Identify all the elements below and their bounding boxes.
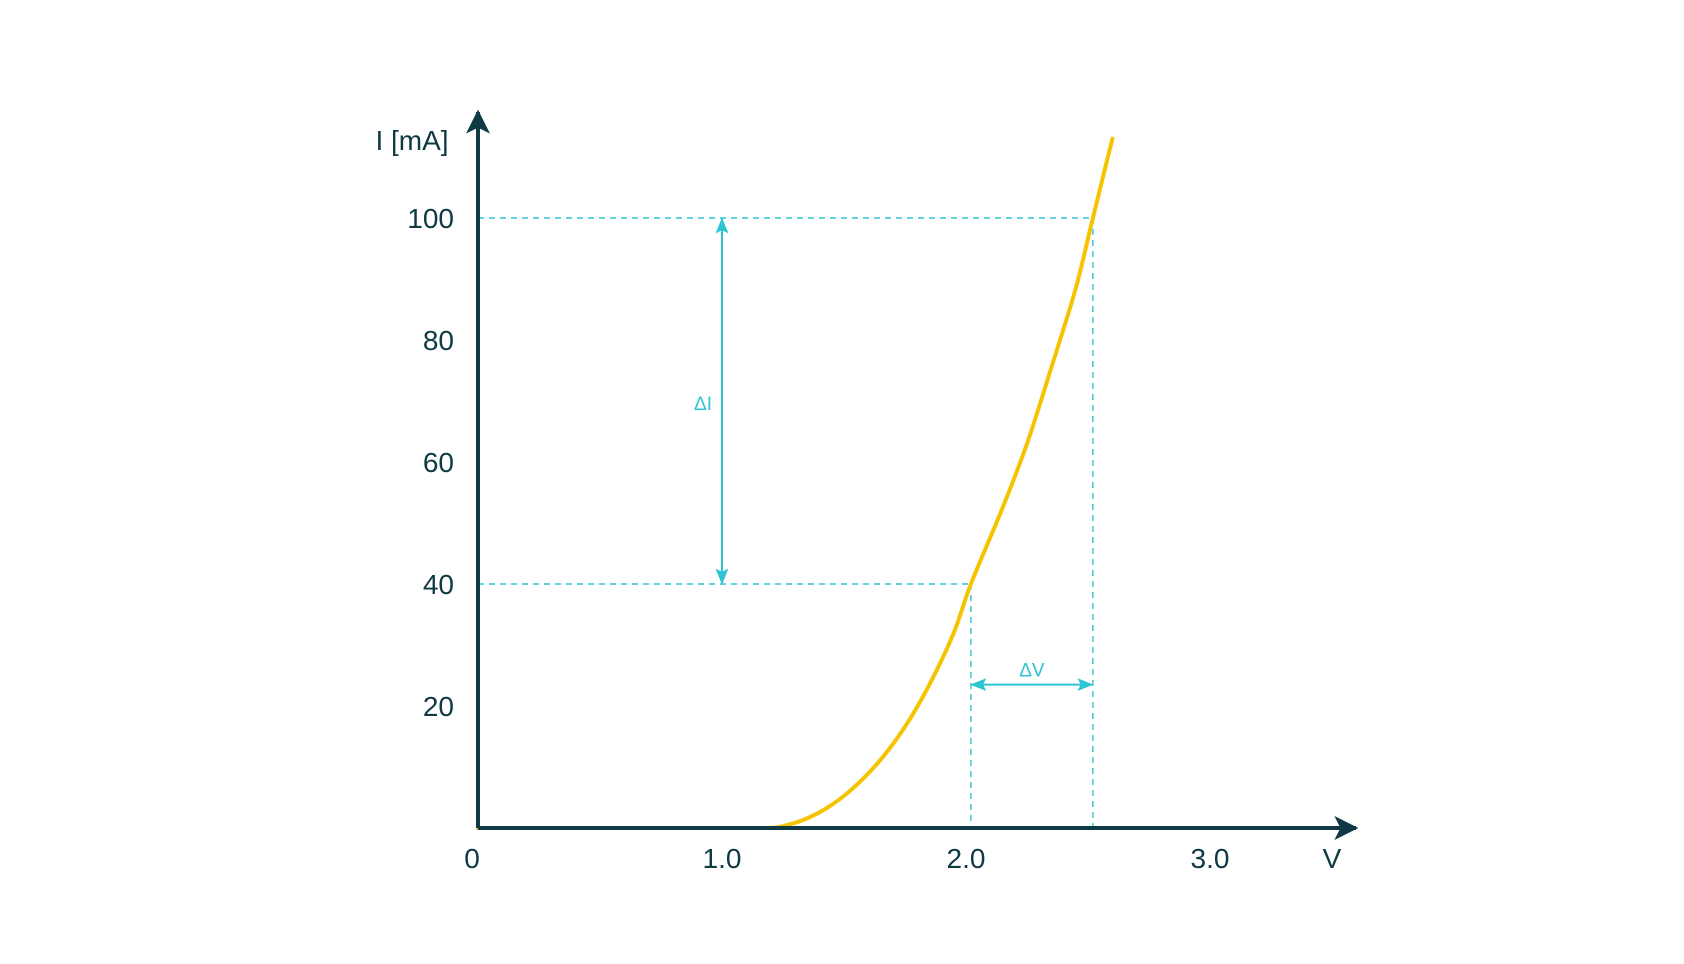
iv-curve-line bbox=[476, 136, 1115, 831]
x-tick-label: 1.0 bbox=[703, 843, 742, 874]
axes bbox=[466, 109, 1359, 840]
x-axis-title: V bbox=[1323, 843, 1342, 874]
delta-v-label: ΔV bbox=[1019, 661, 1045, 682]
y-tick-label: 100 bbox=[407, 203, 454, 234]
y-tick-label: 80 bbox=[423, 325, 454, 356]
delta-annotations: ΔI ΔV bbox=[694, 217, 1094, 692]
x-tick-label: 3.0 bbox=[1191, 843, 1230, 874]
x-origin-label: 0 bbox=[464, 843, 480, 874]
y-tick-label: 60 bbox=[423, 447, 454, 478]
y-tick-label: 40 bbox=[423, 569, 454, 600]
guide-lines bbox=[478, 217, 1094, 828]
tick-labels: 1.0 2.0 3.0 20 40 60 80 100 bbox=[407, 203, 1229, 874]
y-tick-label: 20 bbox=[423, 691, 454, 722]
y-axis-title: I [mA] bbox=[375, 125, 448, 156]
x-tick-label: 2.0 bbox=[947, 843, 986, 874]
delta-i-label: ΔI bbox=[694, 394, 712, 415]
